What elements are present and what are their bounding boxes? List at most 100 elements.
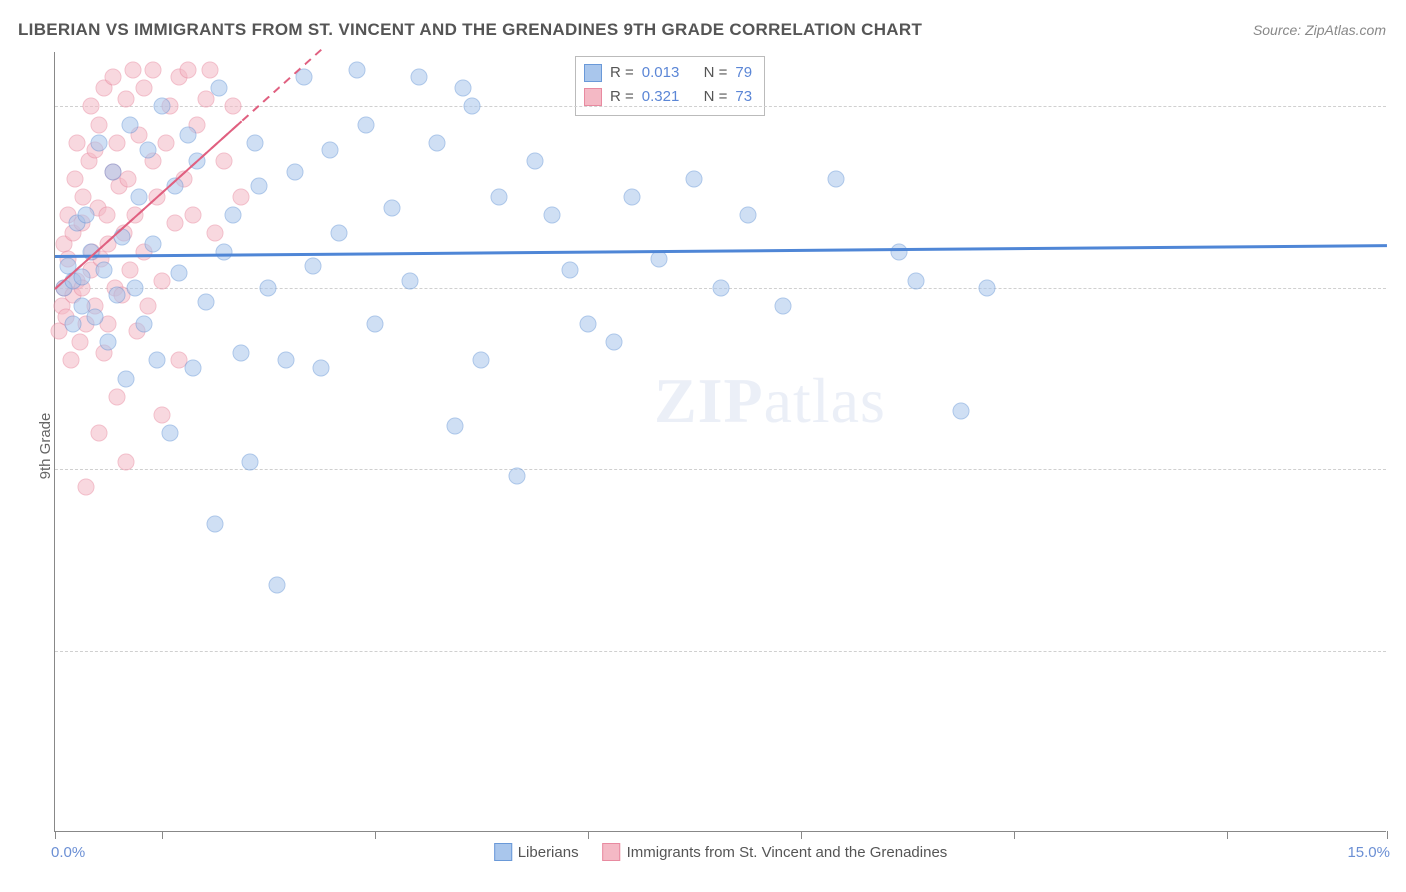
swatch-liberians	[584, 64, 602, 82]
data-point-stvincent	[118, 91, 135, 108]
y-axis-label: 9th Grade	[37, 413, 54, 480]
data-point-liberians	[286, 163, 303, 180]
data-point-liberians	[109, 287, 126, 304]
data-point-liberians	[104, 163, 121, 180]
data-point-stvincent	[119, 170, 136, 187]
legend-item-stvincent: Immigrants from St. Vincent and the Gren…	[603, 843, 948, 861]
trendline-liberians	[55, 244, 1387, 257]
data-point-stvincent	[140, 297, 157, 314]
data-point-stvincent	[118, 453, 135, 470]
data-point-stvincent	[135, 80, 152, 97]
data-point-liberians	[562, 261, 579, 278]
data-point-liberians	[171, 265, 188, 282]
x-tick	[1014, 831, 1015, 839]
data-point-liberians	[153, 98, 170, 115]
x-tick	[55, 831, 56, 839]
r-label: R =	[610, 85, 634, 109]
data-point-stvincent	[71, 334, 88, 351]
x-tick	[588, 831, 589, 839]
r-value-stvincent: 0.321	[642, 85, 680, 109]
data-point-liberians	[211, 80, 228, 97]
legend-item-liberians: Liberians	[494, 843, 579, 861]
data-point-liberians	[739, 207, 756, 224]
data-point-liberians	[180, 127, 197, 144]
data-point-liberians	[122, 116, 139, 133]
data-point-liberians	[95, 261, 112, 278]
data-point-liberians	[233, 345, 250, 362]
data-point-liberians	[428, 134, 445, 151]
data-point-liberians	[508, 468, 525, 485]
source-label: Source: ZipAtlas.com	[1253, 22, 1386, 38]
data-point-liberians	[118, 370, 135, 387]
data-point-liberians	[890, 243, 907, 260]
data-point-liberians	[322, 141, 339, 158]
data-point-liberians	[473, 352, 490, 369]
r-label: R =	[610, 61, 634, 85]
data-point-liberians	[650, 250, 667, 267]
data-point-liberians	[100, 334, 117, 351]
data-point-stvincent	[180, 62, 197, 79]
n-label: N =	[704, 61, 728, 85]
data-point-stvincent	[109, 134, 126, 151]
data-point-liberians	[579, 316, 596, 333]
x-tick	[1227, 831, 1228, 839]
data-point-stvincent	[215, 152, 232, 169]
data-point-liberians	[224, 207, 241, 224]
r-value-liberians: 0.013	[642, 61, 680, 85]
legend-label-liberians: Liberians	[518, 844, 579, 861]
data-point-liberians	[78, 207, 95, 224]
data-point-liberians	[140, 141, 157, 158]
plot-area: ZIPatlas R = 0.013 N = 79 R = 0.321 N = …	[54, 52, 1386, 832]
data-point-liberians	[246, 134, 263, 151]
data-point-liberians	[606, 334, 623, 351]
data-point-liberians	[144, 236, 161, 253]
data-point-liberians	[624, 189, 641, 206]
data-point-liberians	[384, 200, 401, 217]
x-tick	[162, 831, 163, 839]
swatch-stvincent	[603, 843, 621, 861]
data-point-liberians	[277, 352, 294, 369]
data-point-liberians	[686, 170, 703, 187]
data-point-liberians	[402, 272, 419, 289]
y-tick-label: 85.0%	[1394, 642, 1406, 659]
y-tick-label: 90.0%	[1394, 461, 1406, 478]
data-point-liberians	[544, 207, 561, 224]
data-point-liberians	[446, 417, 463, 434]
data-point-liberians	[126, 279, 143, 296]
data-point-liberians	[775, 297, 792, 314]
data-point-liberians	[260, 279, 277, 296]
data-point-liberians	[135, 316, 152, 333]
data-point-liberians	[149, 352, 166, 369]
watermark-atlas: atlas	[764, 365, 886, 436]
data-point-liberians	[348, 62, 365, 79]
data-point-liberians	[979, 279, 996, 296]
data-point-stvincent	[78, 479, 95, 496]
x-axis-min-label: 0.0%	[51, 844, 85, 861]
data-point-stvincent	[62, 352, 79, 369]
data-point-stvincent	[158, 134, 175, 151]
y-tick-label: 95.0%	[1394, 279, 1406, 296]
data-point-liberians	[184, 359, 201, 376]
x-tick	[801, 831, 802, 839]
gridline	[55, 469, 1386, 470]
data-point-liberians	[251, 178, 268, 195]
chart-title: LIBERIAN VS IMMIGRANTS FROM ST. VINCENT …	[18, 20, 922, 40]
data-point-liberians	[411, 69, 428, 86]
n-value-liberians: 79	[735, 61, 752, 85]
data-point-stvincent	[233, 189, 250, 206]
data-point-stvincent	[122, 261, 139, 278]
data-point-stvincent	[104, 69, 121, 86]
data-point-stvincent	[91, 116, 108, 133]
n-value-stvincent: 73	[735, 85, 752, 109]
bottom-legend: Liberians Immigrants from St. Vincent an…	[494, 843, 948, 861]
data-point-stvincent	[202, 62, 219, 79]
data-point-stvincent	[184, 207, 201, 224]
data-point-liberians	[113, 229, 130, 246]
data-point-liberians	[366, 316, 383, 333]
data-point-liberians	[491, 189, 508, 206]
data-point-stvincent	[125, 62, 142, 79]
data-point-liberians	[313, 359, 330, 376]
data-point-stvincent	[206, 225, 223, 242]
data-point-liberians	[908, 272, 925, 289]
data-point-stvincent	[153, 272, 170, 289]
